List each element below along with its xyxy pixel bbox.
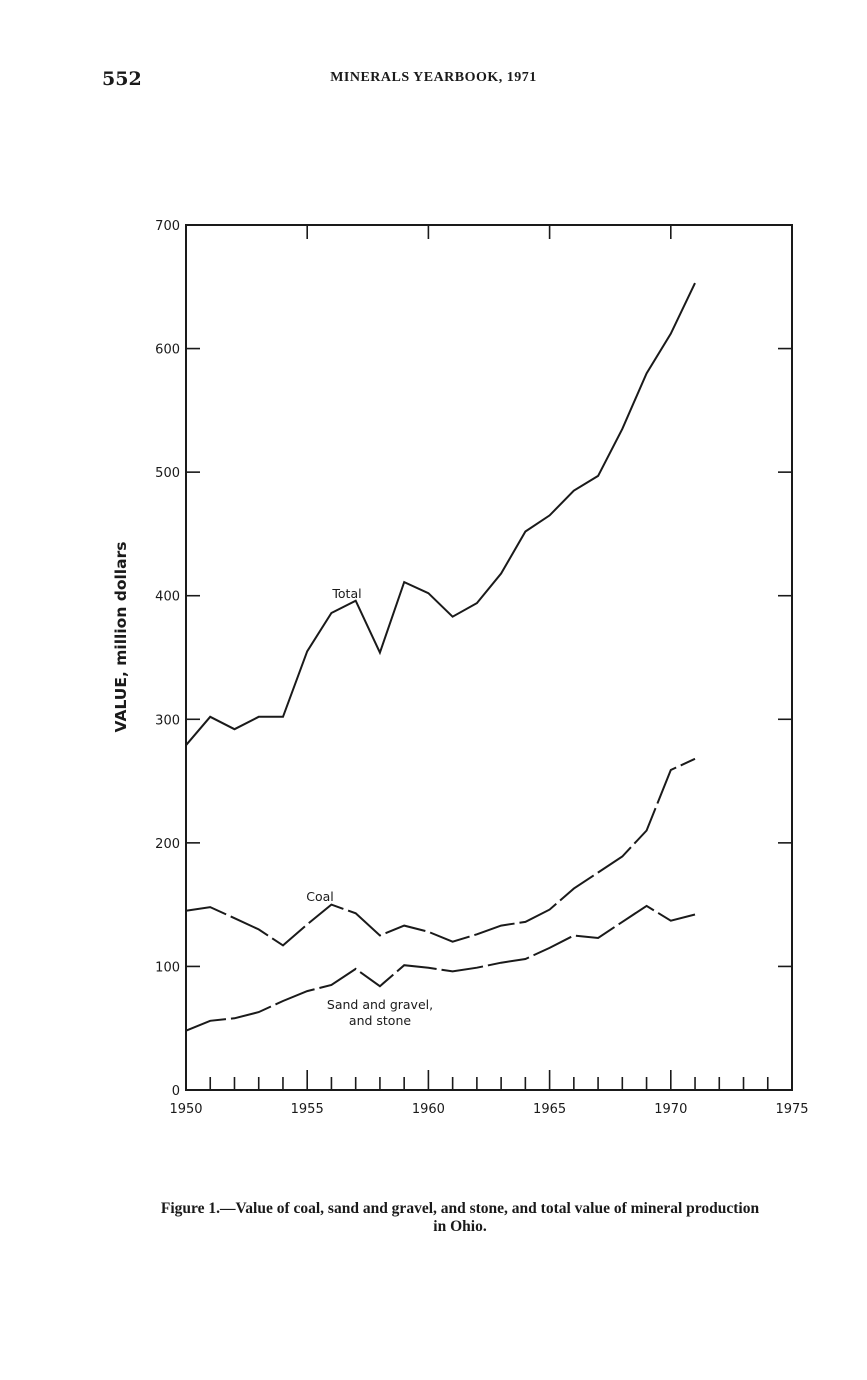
y-tick-label: 0: [172, 1084, 180, 1099]
figure-caption: Figure 1.—Value of coal, sand and gravel…: [100, 1200, 820, 1236]
y-tick-label: 700: [155, 219, 180, 234]
y-tick-label: 300: [155, 713, 180, 728]
x-tick-label: 1965: [533, 1102, 566, 1117]
series-label-2: and stone: [349, 1013, 411, 1028]
series-label-0: Total: [331, 586, 361, 601]
series-label-2: Sand and gravel,: [327, 997, 433, 1012]
x-tick-label: 1970: [654, 1102, 687, 1117]
y-tick-label: 200: [155, 837, 180, 852]
y-axis-label: VALUE, million dollars: [112, 542, 130, 733]
series-line-2: [185, 904, 696, 1032]
page-number: 552: [102, 68, 142, 90]
series-line-0: [185, 282, 696, 746]
x-tick-label: 1955: [291, 1102, 324, 1117]
y-tick-label: 600: [155, 343, 180, 358]
x-tick-label: 1950: [169, 1102, 202, 1117]
x-tick-label: 1975: [775, 1102, 808, 1117]
caption-line-1: Figure 1.—Value of coal, sand and gravel…: [160, 1200, 760, 1217]
x-tick-label: 1960: [412, 1102, 445, 1117]
y-tick-label: 500: [155, 466, 180, 481]
running-title: MINERALS YEARBOOK, 1971: [330, 70, 537, 85]
series-line-1: [185, 757, 696, 947]
series-label-1: Coal: [306, 889, 334, 904]
y-tick-label: 100: [155, 960, 180, 975]
y-tick-label: 400: [155, 590, 180, 605]
caption-line-2: in Ohio.: [433, 1218, 487, 1235]
plot-frame: [185, 224, 793, 1091]
